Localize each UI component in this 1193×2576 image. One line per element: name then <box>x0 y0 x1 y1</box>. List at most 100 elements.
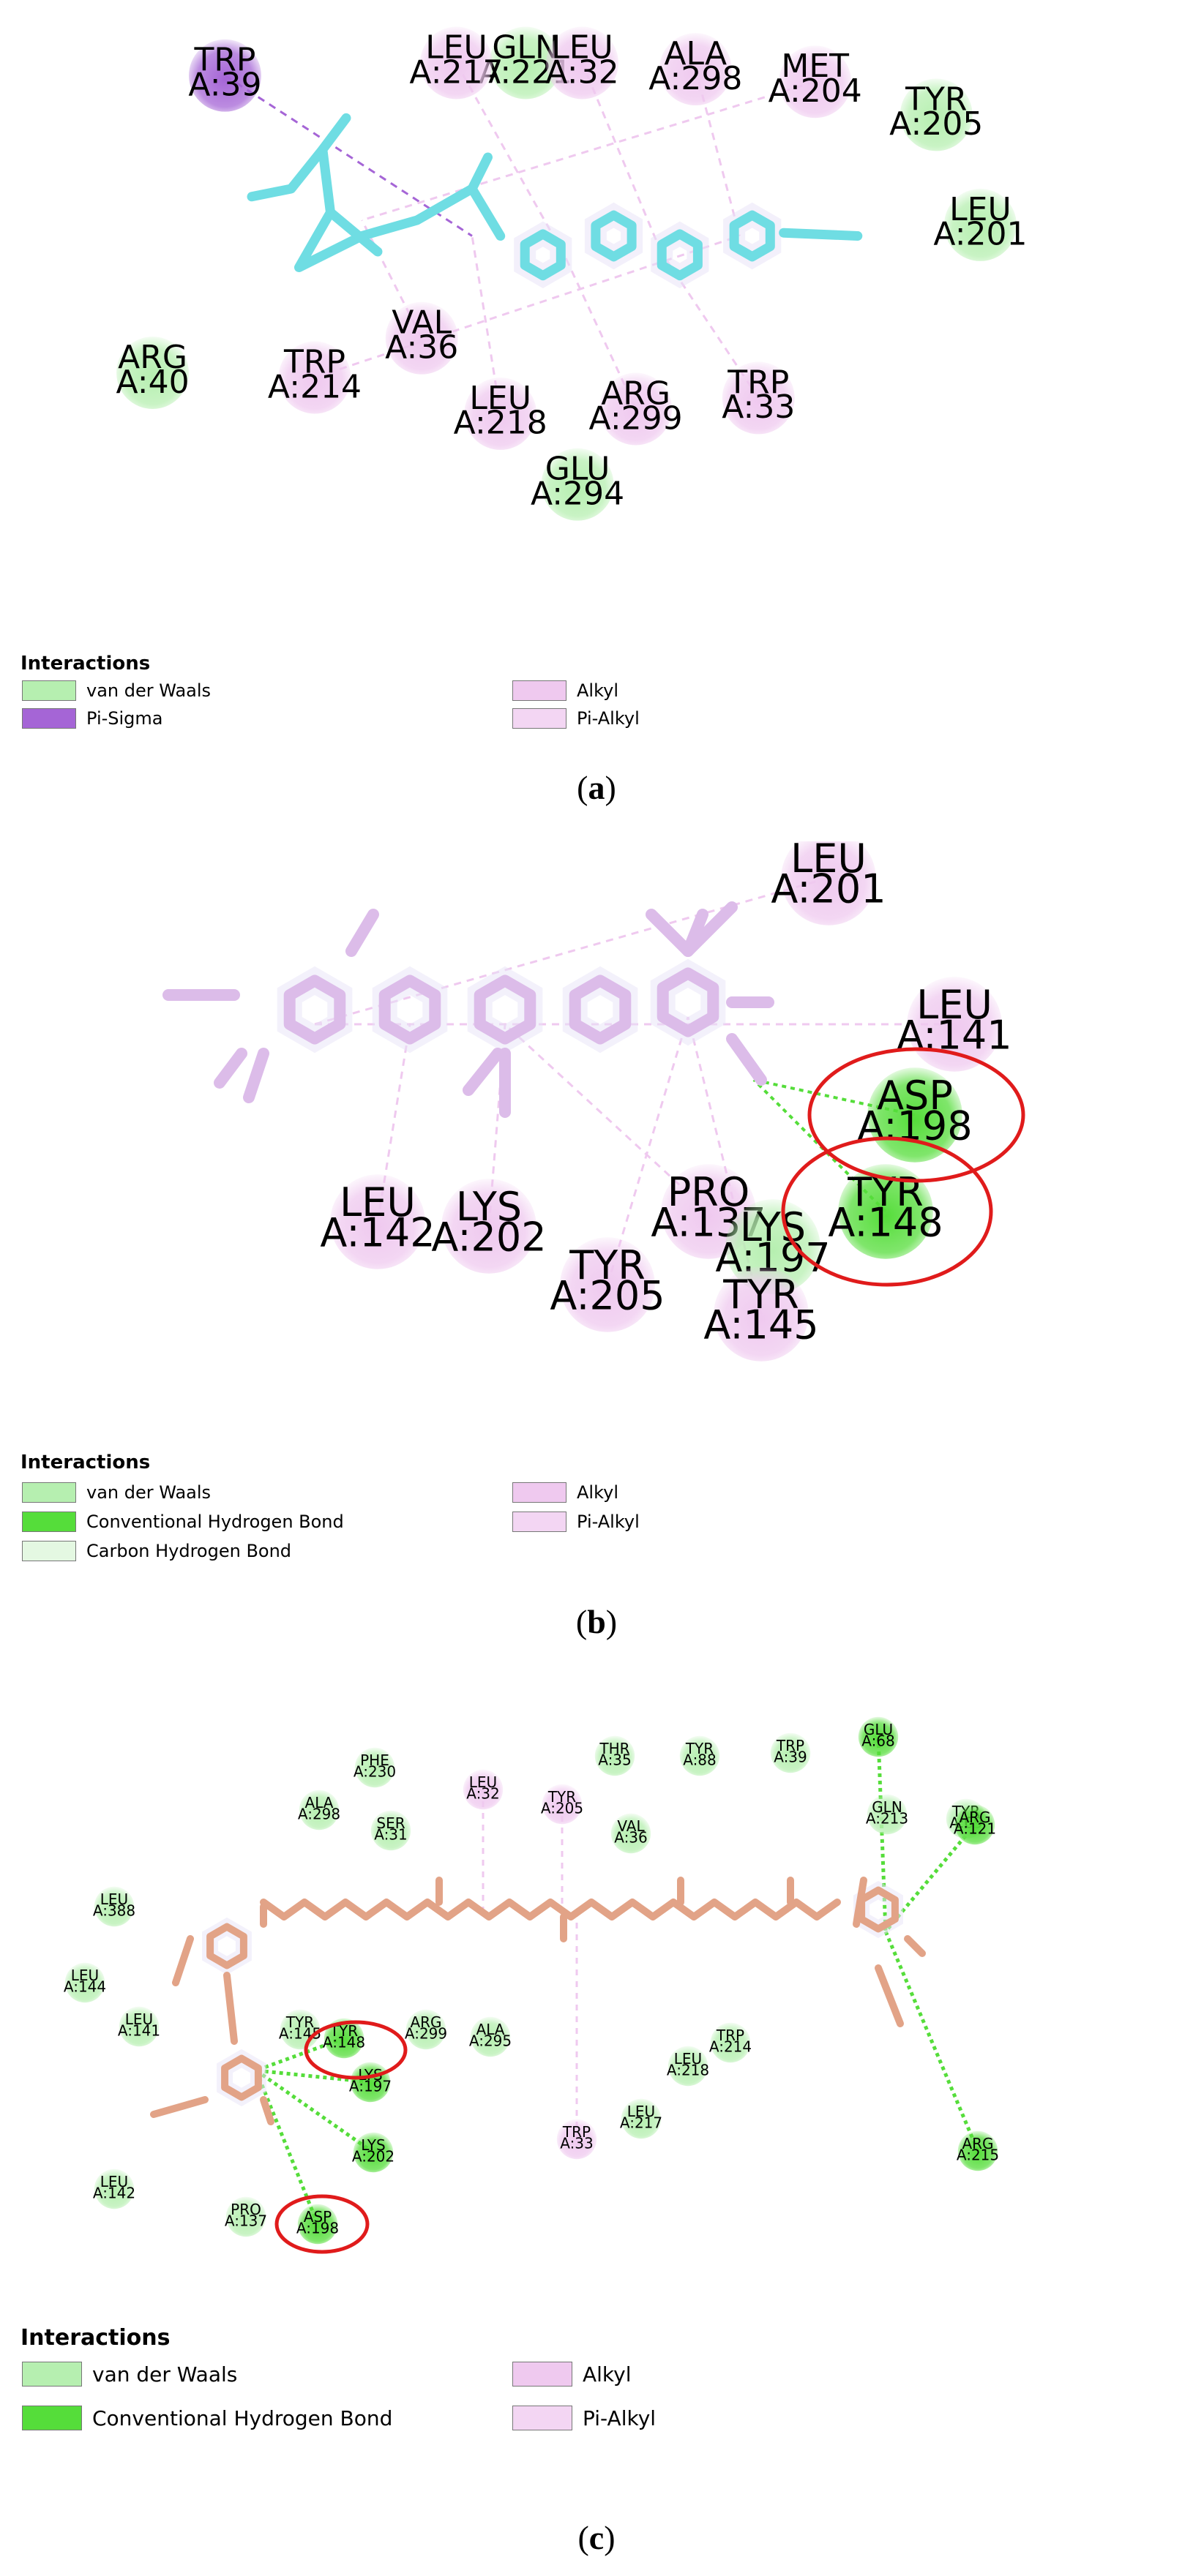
legend-label: Alkyl <box>577 1482 618 1503</box>
interaction-line <box>254 2070 320 2225</box>
residue-name: LYS <box>456 1184 522 1230</box>
legend-item: Pi-Sigma <box>22 708 163 729</box>
residue-name: TYR <box>547 1788 576 1806</box>
legend-item: van der Waals <box>22 680 211 701</box>
residue-disc <box>489 26 562 99</box>
residue-name: SER <box>376 1814 405 1832</box>
legend-swatch <box>22 1541 76 1561</box>
residue-name: TYR <box>685 1740 714 1757</box>
ligand-bond <box>904 1935 926 1957</box>
residue-name: LEU <box>469 380 531 417</box>
residue-disc <box>324 2018 364 2059</box>
residue-id: A:33 <box>560 2134 594 2152</box>
residue-id: A:88 <box>683 1751 717 1768</box>
interaction-line <box>255 2068 375 2155</box>
residue-id: A:148 <box>323 2033 365 2051</box>
residue-disc <box>659 33 732 106</box>
ligand-bond <box>345 909 379 957</box>
residue-name: LEU <box>916 982 992 1028</box>
legend-swatch <box>512 680 566 701</box>
residue-disc <box>94 2168 135 2209</box>
residue-disc <box>297 2204 338 2245</box>
residue-name: ASP <box>304 2208 332 2226</box>
panel-a: GLN A:221 TRP A:39 LEU A:217 LEU A:32 ALA A:298 ME… <box>0 0 1193 841</box>
residue-id: A:298 <box>648 60 742 97</box>
residue-disc <box>599 372 673 446</box>
ligand-polyene-chain <box>260 1899 841 1920</box>
legend-label: van der Waals <box>86 1482 212 1503</box>
residue-name: TYR <box>569 1242 646 1288</box>
legend-title: Interactions <box>20 2325 171 2351</box>
interaction-line <box>224 74 473 237</box>
residue-id: A:40 <box>116 364 189 401</box>
ligand-bond <box>682 901 738 957</box>
legend-a: Interactions van der Waals Pi-Sigma Alkyl Pi… <box>0 638 1193 755</box>
residue-disc <box>954 1804 995 1845</box>
residue-id: A:35 <box>598 1751 632 1768</box>
residue-id: A:141 <box>118 2021 160 2039</box>
residue-disc <box>546 26 618 99</box>
interaction-line <box>687 1016 763 1315</box>
legend-item: Pi-Alkyl <box>512 2406 656 2430</box>
ligand-ring <box>657 967 719 1037</box>
residue-disc <box>278 341 351 414</box>
interaction-line <box>883 1931 980 2152</box>
ligand-bond <box>779 228 863 241</box>
residue-id: A:218 <box>454 405 547 442</box>
interaction-line <box>314 876 829 1026</box>
residue-id: A:201 <box>771 865 886 912</box>
legend-label: Conventional Hydrogen Bond <box>92 2406 393 2430</box>
residue-disc <box>542 1784 583 1825</box>
residue-name: LYS <box>361 2136 385 2154</box>
ligand-bond <box>467 152 493 194</box>
residue-disc <box>770 1732 811 1773</box>
residue-id: A:32 <box>466 1784 500 1802</box>
legend-label: Conventional Hydrogen Bond <box>86 1512 344 1532</box>
residue-disc <box>470 2016 511 2057</box>
residue-id: A:36 <box>614 1828 648 1846</box>
residue-name: ASP <box>877 1073 953 1119</box>
residue-id: A:205 <box>541 1799 583 1817</box>
ligand-bond <box>875 1964 904 2027</box>
legend-swatch <box>512 2406 572 2430</box>
residue-id: A:205 <box>889 105 983 143</box>
legend-label: Alkyl <box>577 680 618 701</box>
highlight-ring-tyr148 <box>304 2020 408 2080</box>
residue-name: LEU <box>790 841 867 882</box>
residue-id: A:299 <box>589 399 683 437</box>
residue-id: A:213 <box>866 1809 908 1827</box>
legend-label: Pi-Sigma <box>86 708 163 729</box>
ligand-ring <box>591 210 637 262</box>
highlight-ring-asp198 <box>274 2194 370 2254</box>
legend-item: Pi-Alkyl <box>512 1512 640 1532</box>
residue-name: GLN <box>872 1798 902 1816</box>
residue-id: A:32 <box>545 53 618 91</box>
residue-disc <box>370 1810 411 1851</box>
residue-id: A:215 <box>957 2146 999 2163</box>
residue-disc <box>463 1769 504 1810</box>
legend-item: van der Waals <box>22 1482 211 1503</box>
legend-swatch <box>512 1512 566 1532</box>
ligand-bond <box>463 1048 504 1096</box>
